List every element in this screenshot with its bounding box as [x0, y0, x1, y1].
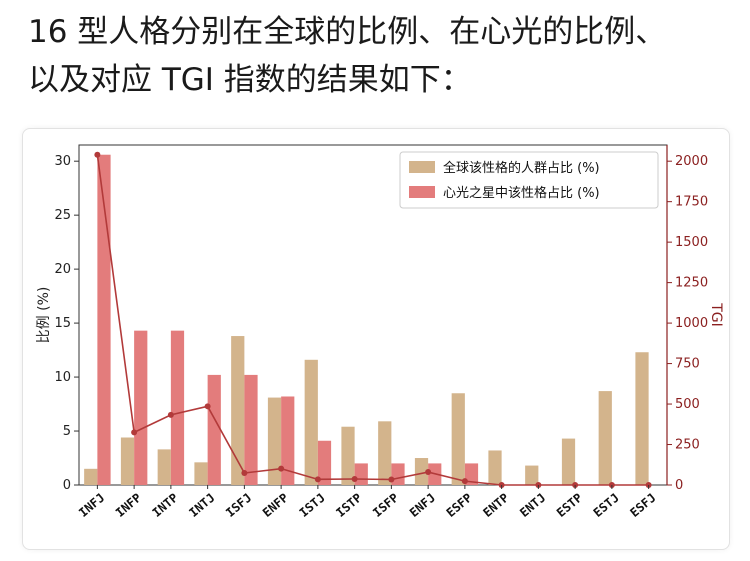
x-tick-label-estj: ESTJ: [591, 491, 622, 520]
bar-app-intp: [170, 330, 185, 485]
bar-global-estj: [598, 391, 612, 485]
y-tick-label: 0: [63, 478, 71, 493]
legend-swatch-app: [409, 186, 435, 198]
bar-global-infj: [84, 468, 98, 485]
bar-global-istp: [341, 426, 355, 485]
tgi-point-esfp: [461, 478, 468, 485]
y-tick-label: 10: [54, 370, 71, 385]
y-axis-title: 比例 (%): [36, 287, 52, 344]
x-tick-label-entp: ENTP: [480, 491, 511, 520]
legend-box: [399, 151, 659, 209]
y-tick-label: 30: [54, 154, 71, 169]
y2-tick-label: 500: [675, 397, 700, 412]
bar-app-infp: [134, 330, 148, 485]
tgi-point-intj: [204, 403, 211, 410]
y2-tick-label: 1000: [675, 316, 708, 331]
x-tick-label-istp: ISTP: [333, 491, 364, 520]
bar-global-istj: [304, 359, 318, 485]
tgi-point-enfp: [278, 465, 285, 472]
y-tick-label: 5: [63, 424, 71, 439]
x-tick-label-entj: ENTJ: [517, 491, 548, 520]
tgi-point-istj: [314, 476, 321, 483]
tgi-point-infp: [131, 429, 138, 436]
y-tick-label: 25: [54, 208, 71, 223]
tgi-line-group: [94, 151, 652, 488]
x-tick-label-estp: ESTP: [554, 491, 585, 520]
intro-line-1: 16 型人格分别在全球的比例、在心光的比例、: [28, 14, 667, 50]
bars-group: [84, 154, 649, 485]
tgi-point-isfj: [241, 470, 248, 477]
y2-tick-label: 750: [675, 357, 700, 372]
x-tick-label-intj: INTJ: [186, 491, 217, 520]
y-tick-label: 15: [54, 316, 71, 331]
bar-app-infj: [97, 154, 111, 485]
y2-tick-label: 1750: [675, 195, 708, 210]
y2-tick-label: 250: [675, 438, 700, 453]
bar-app-istp: [354, 463, 368, 485]
y2-tick-label: 1250: [675, 276, 708, 291]
legend-swatch-global: [409, 161, 435, 173]
y-tick-label: 20: [54, 262, 71, 277]
bar-app-enfp: [281, 396, 295, 485]
legend-label-app: 心光之星中该性格占比 (%): [443, 185, 600, 201]
tgi-point-intp: [167, 411, 174, 418]
bar-app-intj: [207, 374, 221, 485]
y2-tick-label: 1500: [675, 235, 708, 250]
bar-global-infp: [120, 437, 135, 485]
bar-global-esfj: [635, 352, 649, 485]
bar-global-enfp: [267, 397, 282, 485]
x-tick-label-infp: INFP: [113, 491, 144, 520]
tgi-point-isfp: [388, 476, 395, 483]
x-tick-label-isfp: ISFP: [370, 491, 401, 520]
x-tick-label-esfj: ESFJ: [627, 491, 658, 520]
legend: 全球该性格的人群占比 (%) 心光之星中该性格占比 (%): [399, 151, 659, 209]
legend-label-global: 全球该性格的人群占比 (%): [443, 160, 600, 176]
bar-global-isfp: [378, 421, 392, 485]
bar-global-intj: [194, 462, 208, 485]
x-tick-label-enfj: ENFJ: [407, 491, 438, 520]
bar-app-isfp: [391, 463, 405, 485]
tgi-point-enfj: [425, 469, 432, 476]
x-tick-label-istj: ISTJ: [297, 491, 328, 520]
x-tick-label-infj: INFJ: [76, 491, 107, 520]
bar-global-intp: [157, 449, 171, 485]
intro-text: 16 型人格分别在全球的比例、在心光的比例、 以及对应 TGI 指数的结果如下：: [28, 8, 728, 104]
x-tick-label-enfp: ENFP: [260, 491, 291, 520]
bar-global-esfp: [451, 393, 465, 485]
intro-line-2: 以及对应 TGI 指数的结果如下：: [28, 62, 472, 98]
bar-global-isfj: [231, 336, 245, 485]
bar-app-isfj: [244, 374, 258, 485]
tgi-series-line: [96, 154, 649, 486]
bar-global-entj: [525, 465, 539, 485]
y2-tick-label: 2000: [675, 154, 708, 169]
x-tick-label-esfp: ESFP: [444, 491, 475, 520]
tgi-point-infj: [94, 151, 101, 158]
x-tick-label-intp: INTP: [150, 491, 181, 520]
bar-global-estp: [561, 438, 576, 485]
y2-tick-label: 0: [675, 478, 683, 493]
bar-app-istj: [317, 440, 332, 485]
tgi-point-istp: [351, 476, 358, 483]
x-tick-label-isfj: ISFJ: [223, 491, 254, 520]
y2-axis-title: TGI: [708, 302, 724, 327]
bar-global-entp: [488, 450, 502, 485]
bar-global-enfj: [414, 458, 429, 485]
bar-app-esfp: [464, 463, 479, 485]
